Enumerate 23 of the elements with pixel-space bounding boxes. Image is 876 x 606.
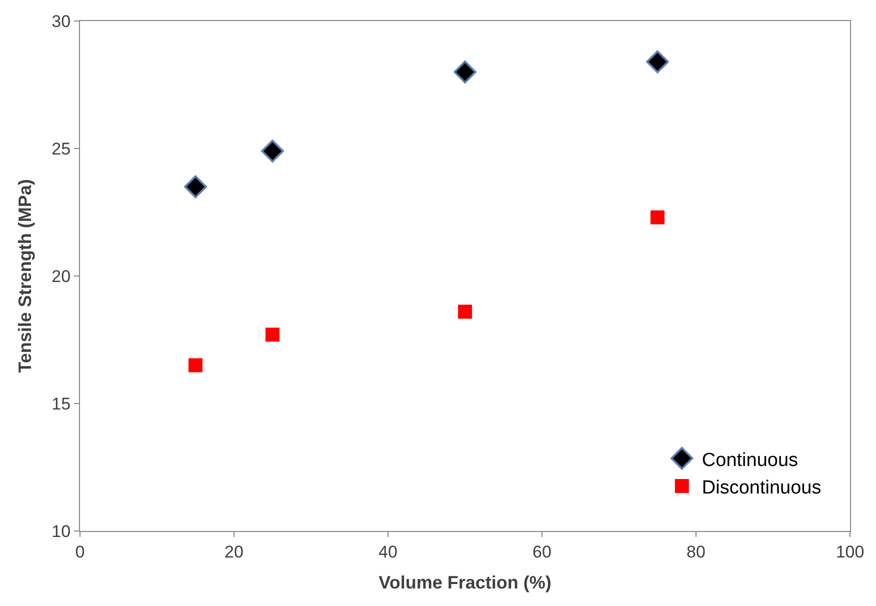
point — [266, 328, 280, 342]
x-tick-label: 20 — [224, 542, 244, 562]
point — [188, 358, 202, 372]
y-axis-title: Tensile Strength (MPa) — [14, 179, 35, 373]
y-tick-label: 25 — [52, 139, 71, 158]
x-tick-label: 100 — [836, 542, 864, 562]
legend-label: Discontinuous — [702, 477, 822, 498]
x-axis-title: Volume Fraction (%) — [378, 572, 552, 592]
x-tick-label: 80 — [686, 542, 706, 562]
point — [650, 210, 664, 224]
point — [646, 50, 669, 74]
y-tick-label: 15 — [52, 394, 71, 414]
y-tick-label: 20 — [52, 266, 71, 286]
point — [184, 175, 207, 198]
point — [454, 60, 476, 84]
x-tick-label: 40 — [378, 542, 398, 562]
legend-label: Continuous — [702, 450, 798, 471]
x-tick-label: 0 — [75, 542, 85, 562]
y-tick-label: 30 — [52, 12, 71, 31]
y-tick-label: 10 — [52, 522, 71, 541]
x-tick-label: 60 — [532, 542, 552, 562]
point — [458, 304, 472, 319]
point — [261, 140, 284, 162]
